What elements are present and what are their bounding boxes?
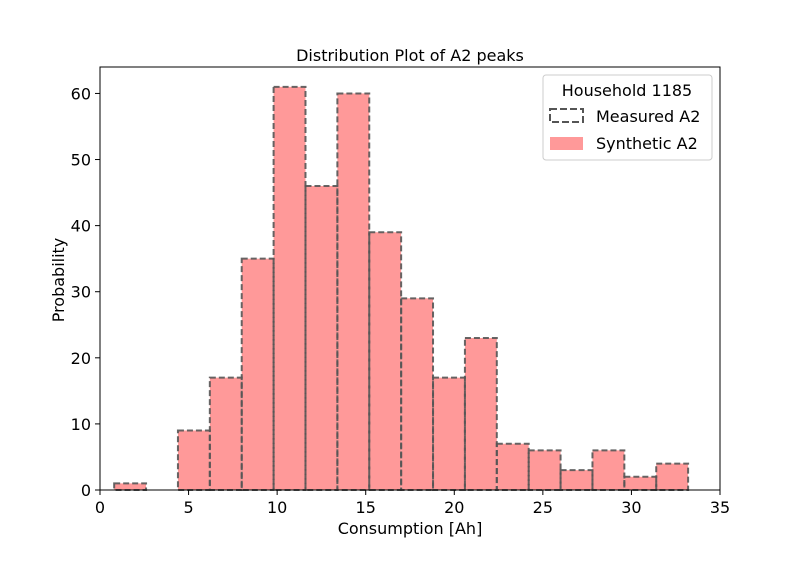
synthetic-bar [369, 232, 402, 490]
x-tick-label: 35 [710, 498, 730, 517]
y-tick-label: 10 [71, 415, 91, 434]
x-tick-label: 0 [95, 498, 105, 517]
synthetic-bar [114, 483, 147, 490]
bars-layer [113, 85, 690, 491]
y-axis: 0 10 20 30 40 50 60 [71, 84, 100, 500]
y-tick-label: 60 [71, 84, 91, 103]
synthetic-bar [464, 337, 497, 490]
measured-bar [623, 475, 658, 491]
y-tick-label: 0 [81, 481, 91, 500]
synthetic-bar [273, 86, 306, 490]
synthetic-bar [656, 463, 689, 490]
y-tick-label: 30 [71, 283, 91, 302]
x-axis-label: Consumption [Ah] [338, 519, 483, 538]
x-tick-label: 20 [444, 498, 464, 517]
synthetic-bar [496, 443, 529, 490]
synthetic-bar [241, 258, 274, 490]
y-tick-label: 50 [71, 151, 91, 170]
y-tick-label: 20 [71, 349, 91, 368]
measured-bar [368, 231, 403, 491]
synthetic-bar [337, 93, 370, 490]
legend: Household 1185 Measured A2 Synthetic A2 [542, 74, 713, 161]
y-tick-label: 40 [71, 217, 91, 236]
chart-title: Distribution Plot of A2 peaks [296, 46, 524, 65]
synthetic-bar [624, 476, 657, 490]
synthetic-bar [560, 470, 593, 490]
synthetic-bar [528, 450, 561, 490]
x-axis: 0 5 10 15 20 25 30 35 [95, 490, 730, 517]
legend-box [542, 74, 713, 161]
synthetic-bar [209, 377, 242, 490]
synthetic-bar [401, 298, 434, 490]
legend-label-synthetic: Synthetic A2 [596, 134, 698, 153]
x-tick-label: 10 [267, 498, 287, 517]
x-tick-label: 15 [356, 498, 376, 517]
synthetic-bar [592, 450, 625, 490]
legend-swatch-measured [549, 108, 584, 123]
y-axis-label: Probability [49, 238, 68, 323]
synthetic-bar [305, 185, 338, 490]
synthetic-bar [177, 430, 210, 490]
legend-label-measured: Measured A2 [596, 107, 700, 126]
x-tick-label: 25 [533, 498, 553, 517]
synthetic-bar [433, 377, 465, 490]
x-tick-label: 30 [621, 498, 641, 517]
plot-frame [99, 66, 721, 491]
legend-title: Household 1185 [562, 81, 692, 100]
legend-swatch-synthetic [550, 137, 583, 150]
x-tick-label: 5 [183, 498, 193, 517]
